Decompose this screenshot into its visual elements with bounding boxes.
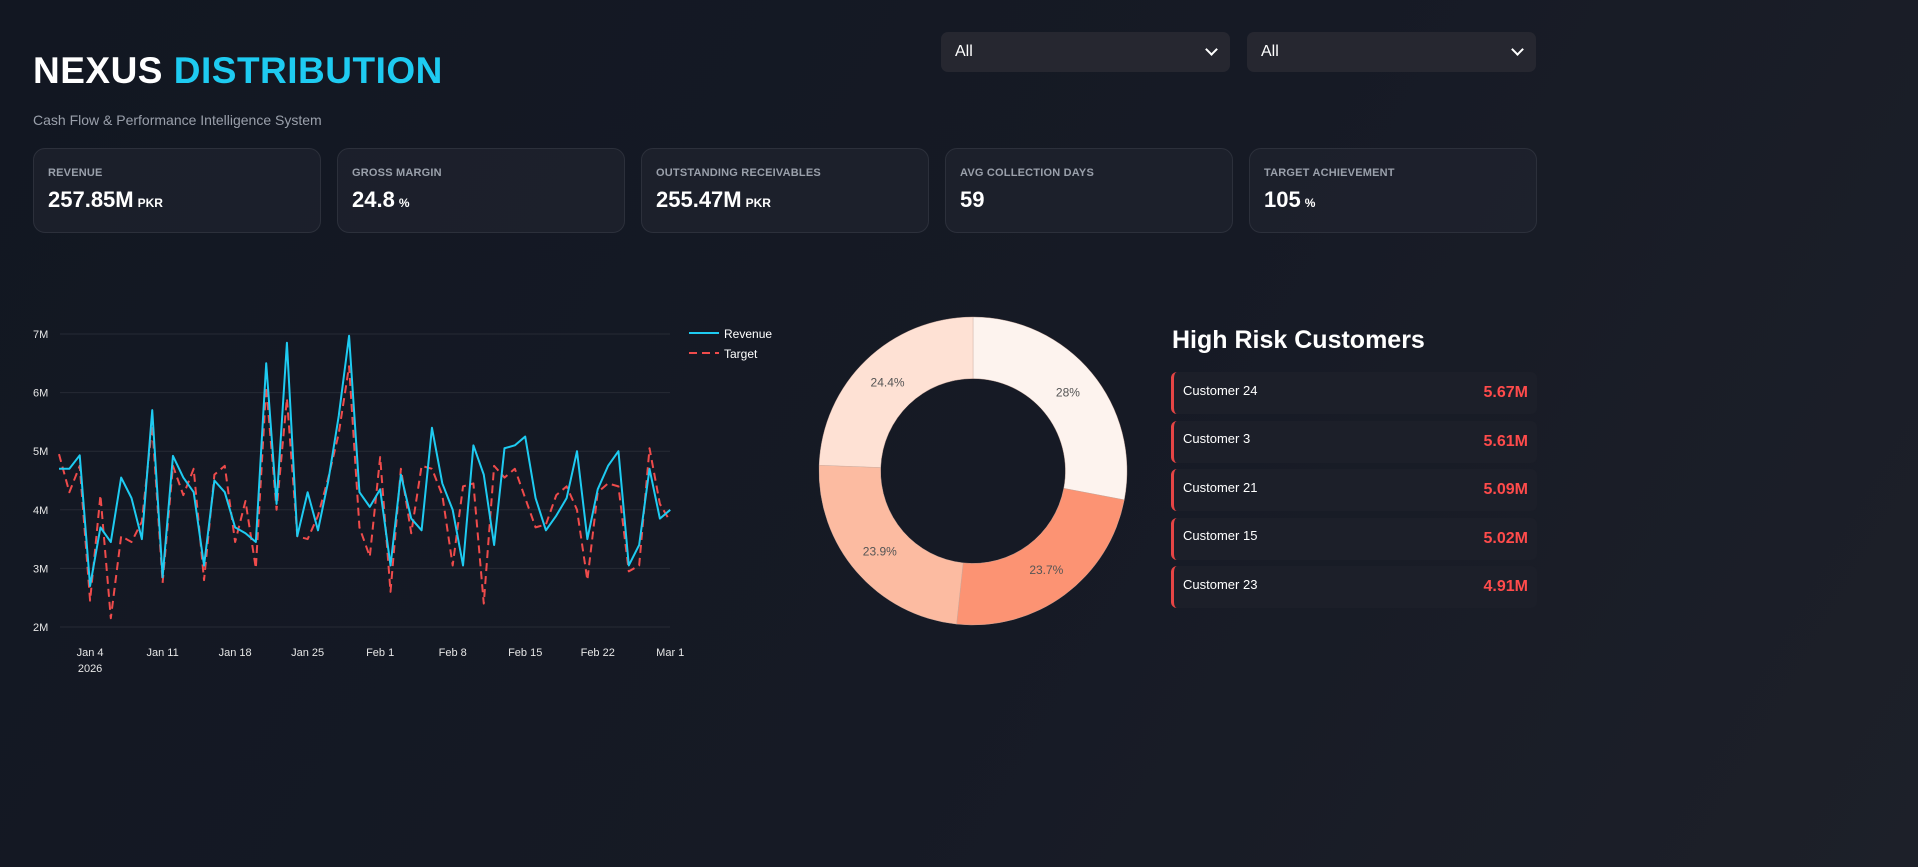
chevron-down-icon — [1511, 43, 1524, 56]
customer-name: Customer 23 — [1183, 576, 1258, 592]
donut-slice — [818, 316, 974, 468]
kpi-value-row: 255.47M PKR — [656, 187, 914, 213]
kpi-value: 255.47M — [656, 187, 742, 212]
y-tick-label: 6M — [33, 388, 48, 400]
donut-chart: 28% 23.7% 23.9% 24.4% — [818, 316, 1128, 626]
customer-name: Customer 21 — [1183, 479, 1258, 495]
page-subtitle: Cash Flow & Performance Intelligence Sys… — [33, 112, 322, 128]
customer-name: Customer 15 — [1183, 528, 1258, 543]
customer-amount: 4.91M — [1483, 578, 1528, 595]
kpi-label: AVG COLLECTION DAYS — [960, 167, 1094, 179]
kpi-label: REVENUE — [48, 167, 103, 179]
risk-customer-row: Customer 23 4.91M — [1171, 566, 1537, 608]
customer-amount: 5.09M — [1483, 481, 1528, 498]
customer-amount: 5.61M — [1483, 432, 1528, 450]
title-accent: DISTRIBUTION — [173, 50, 443, 91]
slice-label: 23.9% — [863, 545, 897, 559]
x-tick-label: Jan 11 — [146, 647, 178, 659]
revenue-target-line-chart: 2M 3M 4M 5M 6M 7M Jan 4 Jan 11 Jan 18 Jan 25 Feb 1… — [33, 327, 772, 675]
customer-name: Customer 24 — [1183, 382, 1258, 398]
filter-select-1[interactable]: All — [941, 32, 1230, 72]
kpi-label: GROSS MARGIN — [352, 167, 442, 179]
legend-revenue-label: Revenue — [724, 327, 772, 341]
revenue-line — [59, 334, 671, 587]
kpi-label: OUTSTANDING RECEIVABLES — [656, 167, 821, 179]
kpi-value: 59 — [960, 187, 985, 212]
title-main: NEXUS — [33, 50, 163, 91]
kpi-value-row: 24.8% — [352, 187, 610, 213]
kpi-gross-margin: GROSS MARGIN 24.8% — [337, 148, 625, 233]
customer-amount: 5.02M — [1483, 529, 1528, 547]
risk-customer-row: Customer 3 5.61M — [1171, 420, 1537, 463]
x-tick-label: Feb 1 — [366, 647, 394, 659]
donut-slice — [972, 316, 1128, 501]
kpi-value: 24.8 — [352, 187, 395, 212]
risk-customer-row: Customer 15 5.02M — [1171, 517, 1537, 560]
kpi-outstanding-receivables: OUTSTANDING RECEIVABLES 255.47M PKR — [641, 148, 929, 233]
kpi-value-row: 105% — [1264, 187, 1522, 213]
y-tick-label: 2M — [33, 622, 48, 634]
x-tick-label: Feb 22 — [581, 647, 615, 659]
risk-customer-row: Customer 24 5.67M — [1171, 372, 1537, 414]
filter-value: All — [955, 43, 973, 60]
chevron-down-icon — [1205, 43, 1218, 56]
slice-label: 28% — [1056, 385, 1080, 399]
kpi-value-row: 257.85M PKR — [48, 187, 306, 213]
kpi-unit: % — [1304, 196, 1316, 210]
y-tick-label: 7M — [33, 329, 48, 341]
risk-customer-row: Customer 21 5.09M — [1171, 469, 1537, 511]
x-tick-label: Jan 25 — [291, 647, 324, 659]
y-tick-label: 4M — [33, 505, 48, 517]
page-title: NEXUS DISTRIBUTION — [33, 50, 443, 92]
kpi-unit: PKR — [137, 196, 163, 210]
x-tick-year: 2026 — [78, 663, 102, 675]
kpi-unit: PKR — [745, 196, 771, 210]
kpi-value-row: 59 — [960, 187, 1218, 213]
filter-value: All — [1261, 43, 1279, 60]
x-tick-label: Jan 4 — [77, 647, 104, 659]
kpi-avg-collection-days: AVG COLLECTION DAYS 59 — [945, 148, 1233, 233]
kpi-target-achievement: TARGET ACHIEVEMENT 105% — [1249, 148, 1537, 233]
customer-amount: 5.67M — [1483, 384, 1528, 401]
kpi-label: TARGET ACHIEVEMENT — [1264, 167, 1395, 179]
kpi-value: 257.85M — [48, 187, 134, 212]
kpi-value: 105 — [1264, 187, 1301, 212]
x-tick-label: Mar 1 — [656, 647, 684, 659]
x-tick-label: Jan 18 — [219, 647, 252, 659]
kpi-unit: % — [398, 196, 410, 210]
y-tick-label: 5M — [33, 446, 48, 458]
filter-select-2[interactable]: All — [1247, 32, 1536, 72]
x-tick-label: Feb 15 — [508, 647, 542, 659]
high-risk-title: High Risk Customers — [1172, 326, 1425, 354]
legend-target-label: Target — [724, 347, 758, 361]
kpi-revenue: REVENUE 257.85M PKR — [33, 148, 321, 233]
y-tick-label: 3M — [33, 563, 48, 575]
customer-name: Customer 3 — [1183, 431, 1251, 446]
target-line — [58, 365, 672, 620]
x-tick-label: Feb 8 — [439, 647, 467, 659]
donut-slice — [956, 488, 1125, 626]
slice-label: 24.4% — [871, 375, 905, 389]
slice-label: 23.7% — [1029, 563, 1063, 577]
